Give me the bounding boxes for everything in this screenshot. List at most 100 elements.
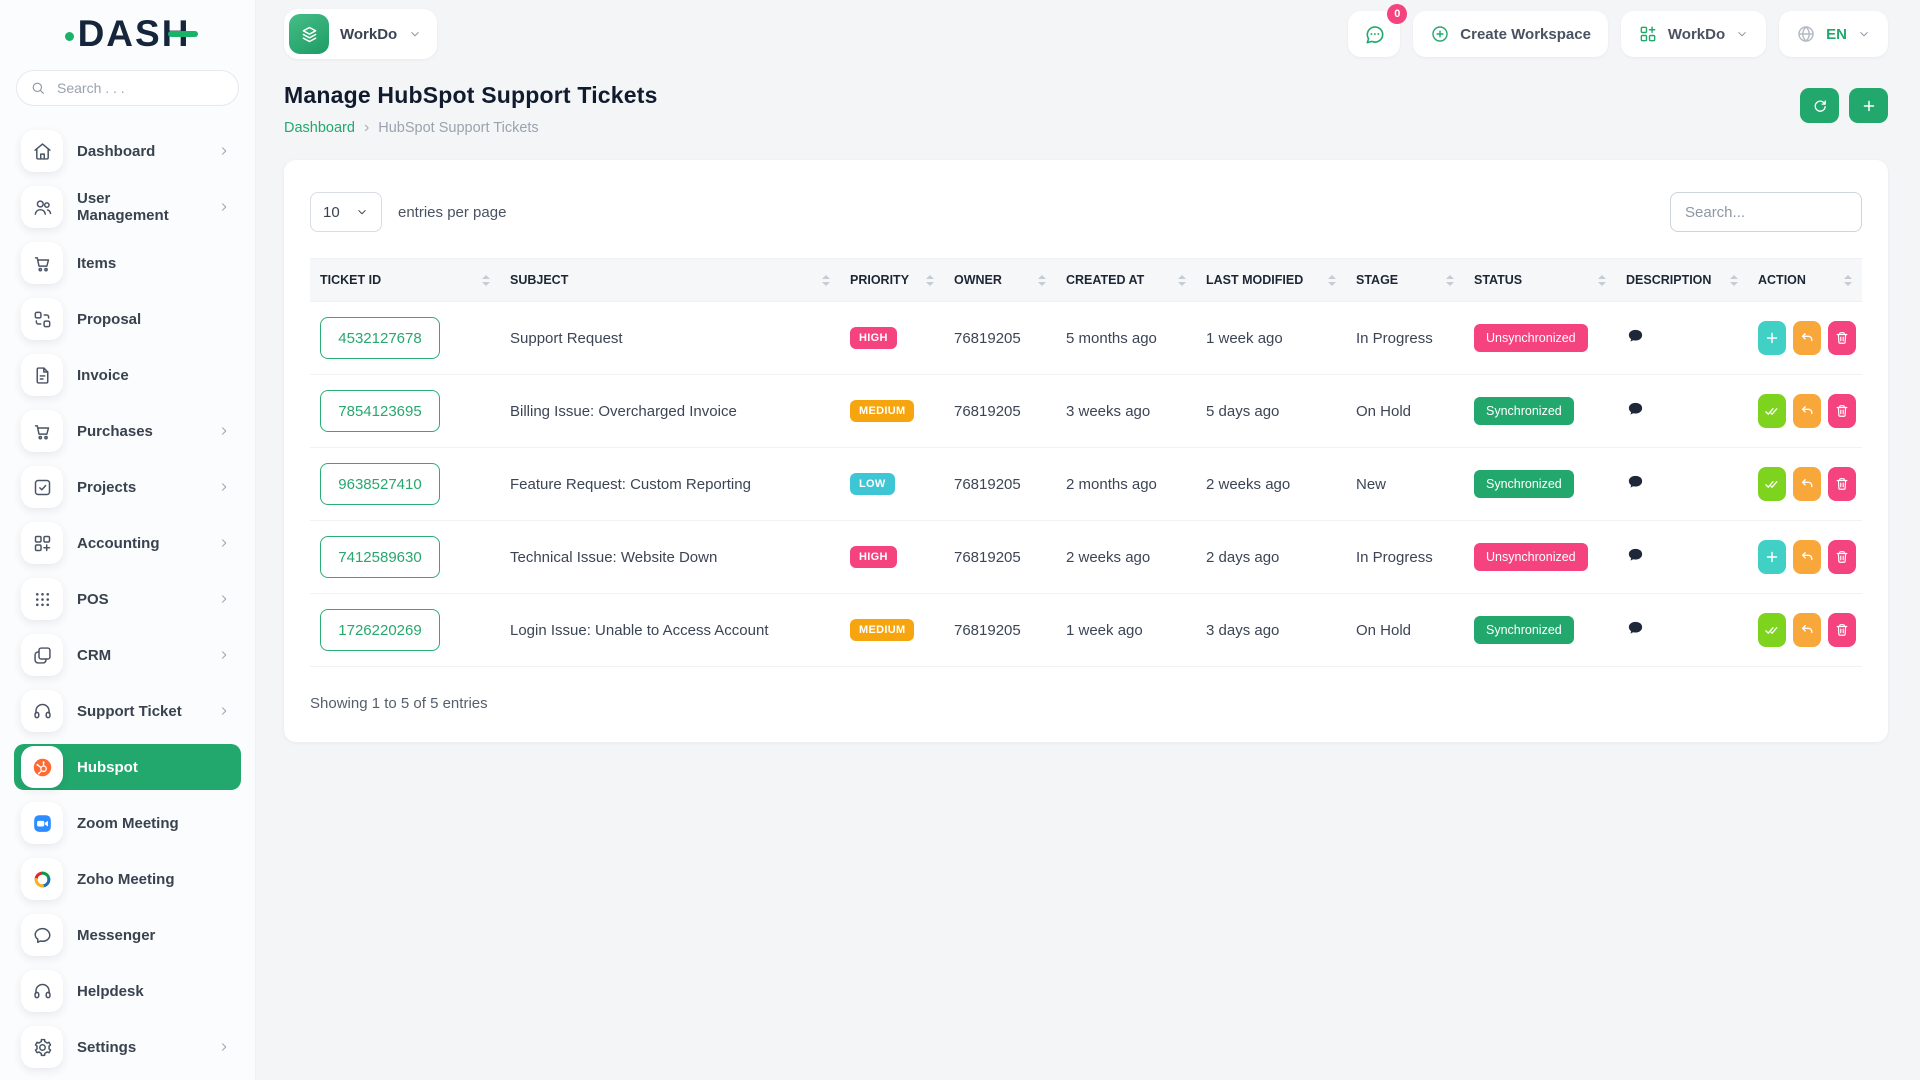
undo-button[interactable] [1793, 321, 1821, 355]
description-comment-button[interactable] [1626, 327, 1645, 346]
hubspot-icon [21, 746, 63, 788]
sidebar-item-crm[interactable]: CRM [14, 632, 241, 678]
ticket-id-pill[interactable]: 9638527410 [320, 463, 440, 505]
sync-confirm-button[interactable] [1758, 613, 1786, 647]
sync-confirm-button[interactable] [1758, 467, 1786, 501]
sidebar-item-settings[interactable]: Settings [14, 1024, 241, 1070]
sidebar-item-pos[interactable]: POS [14, 576, 241, 622]
status-badge: Unsynchronized [1474, 324, 1588, 352]
stage-cell: New [1346, 447, 1464, 521]
add-ticket-button[interactable] [1849, 88, 1888, 123]
chevron-right-icon [217, 200, 231, 214]
column-header-stage[interactable]: STAGE [1346, 258, 1464, 302]
last-modified-cell: 2 days ago [1196, 520, 1346, 594]
subject-cell: Billing Issue: Overcharged Invoice [500, 374, 840, 448]
sidebar-item-support-ticket[interactable]: Support Ticket [14, 688, 241, 734]
priority-badge: MEDIUM [850, 400, 915, 422]
chevron-down-icon [1735, 27, 1749, 41]
breadcrumb-link-dashboard[interactable]: Dashboard [284, 120, 355, 136]
sidebar-item-items[interactable]: Items [14, 240, 241, 286]
column-header-action[interactable]: ACTION [1748, 258, 1862, 302]
column-header-last-modified[interactable]: LAST MODIFIED [1196, 258, 1346, 302]
undo-button[interactable] [1793, 394, 1821, 428]
delete-button[interactable] [1828, 467, 1856, 501]
column-header-ticket-id[interactable]: TICKET ID [310, 258, 500, 302]
plus-icon [1764, 549, 1780, 565]
comment-icon [1626, 473, 1645, 492]
breadcrumb: Dashboard › HubSpot Support Tickets [284, 120, 658, 137]
undo-button[interactable] [1793, 467, 1821, 501]
sidebar-item-proposal[interactable]: Proposal [14, 296, 241, 342]
sync-add-button[interactable] [1758, 321, 1786, 355]
sidebar-item-zoho-meeting[interactable]: Zoho Meeting [14, 856, 241, 902]
language-label: EN [1826, 25, 1847, 43]
column-header-description[interactable]: DESCRIPTION [1616, 258, 1748, 302]
description-comment-button[interactable] [1626, 473, 1645, 492]
sync-confirm-button[interactable] [1758, 394, 1786, 428]
ticket-id-pill[interactable]: 7412589630 [320, 536, 440, 578]
page-size-select[interactable]: 10 [310, 192, 382, 232]
undo-icon [1799, 403, 1815, 419]
owner-cell: 76819205 [944, 447, 1056, 521]
last-modified-cell: 3 days ago [1196, 593, 1346, 667]
chevron-right-icon [217, 648, 231, 662]
undo-button[interactable] [1793, 540, 1821, 574]
sidebar-item-helpdesk[interactable]: Helpdesk [14, 968, 241, 1014]
column-header-owner[interactable]: OWNER [944, 258, 1056, 302]
status-badge: Synchronized [1474, 616, 1574, 644]
undo-icon [1799, 622, 1815, 638]
sidebar-search-input[interactable] [55, 79, 240, 97]
refresh-button[interactable] [1800, 88, 1839, 123]
undo-button[interactable] [1793, 613, 1821, 647]
sidebar-item-label: Accounting [77, 534, 160, 552]
sidebar-item-label: Purchases [77, 422, 153, 440]
cart-icon [21, 242, 63, 284]
sidebar-item-label: Projects [77, 478, 137, 496]
delete-button[interactable] [1828, 394, 1856, 428]
sidebar-item-invoice[interactable]: Invoice [14, 352, 241, 398]
zoho-icon [21, 858, 63, 900]
comment-icon [1626, 327, 1645, 346]
grid-add-icon [1638, 24, 1658, 44]
created-at-cell: 2 months ago [1056, 447, 1196, 521]
sidebar-item-zoom-meeting[interactable]: Zoom Meeting [14, 800, 241, 846]
description-comment-button[interactable] [1626, 546, 1645, 565]
trash-icon [1834, 622, 1850, 638]
priority-badge: LOW [850, 473, 895, 495]
column-header-subject[interactable]: SUBJECT [500, 258, 840, 302]
messages-button[interactable]: 0 [1348, 4, 1408, 57]
sidebar-item-projects[interactable]: Projects [14, 464, 241, 510]
column-header-created-at[interactable]: CREATED AT [1056, 258, 1196, 302]
sidebar-item-hubspot[interactable]: Hubspot [14, 744, 241, 790]
sidebar-item-messenger[interactable]: Messenger [14, 912, 241, 958]
delete-button[interactable] [1828, 540, 1856, 574]
create-workspace-button[interactable]: Create Workspace [1413, 11, 1608, 57]
workdo-menu-button[interactable]: WorkDo [1620, 11, 1767, 57]
description-comment-button[interactable] [1626, 619, 1645, 638]
table-search-input[interactable] [1670, 192, 1862, 232]
ticket-id-pill[interactable]: 1726220269 [320, 609, 440, 651]
workspace-switcher[interactable]: WorkDo [284, 9, 438, 59]
column-header-priority[interactable]: PRIORITY [840, 258, 944, 302]
sidebar-item-accounting[interactable]: Accounting [14, 520, 241, 566]
sidebar-item-label: Helpdesk [77, 982, 144, 1000]
comment-icon [1626, 400, 1645, 419]
page-title: Manage HubSpot Support Tickets [284, 82, 658, 108]
description-comment-button[interactable] [1626, 400, 1645, 419]
sync-add-button[interactable] [1758, 540, 1786, 574]
plus-icon [1861, 98, 1877, 114]
ticket-id-pill[interactable]: 7854123695 [320, 390, 440, 432]
app-logo: DASH [64, 15, 199, 52]
subject-cell: Technical Issue: Website Down [500, 520, 840, 594]
sidebar-item-dashboard[interactable]: Dashboard [14, 128, 241, 174]
delete-button[interactable] [1828, 613, 1856, 647]
sidebar-item-purchases[interactable]: Purchases [14, 408, 241, 454]
create-workspace-label: Create Workspace [1460, 25, 1591, 43]
delete-button[interactable] [1828, 321, 1856, 355]
language-menu-button[interactable]: EN [1779, 11, 1888, 57]
created-at-cell: 1 week ago [1056, 593, 1196, 667]
notification-badge: 0 [1387, 4, 1408, 24]
ticket-id-pill[interactable]: 4532127678 [320, 317, 440, 359]
sidebar-item-user-management[interactable]: User Management [14, 184, 241, 230]
column-header-status[interactable]: STATUS [1464, 258, 1616, 302]
